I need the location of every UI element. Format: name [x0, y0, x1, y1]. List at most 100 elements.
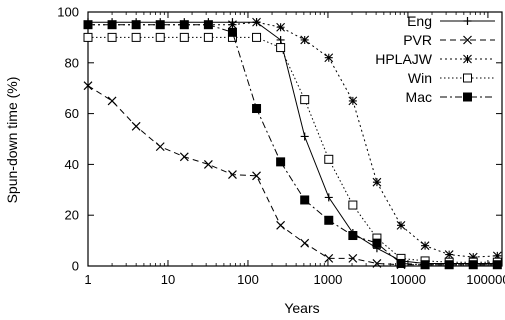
data-point-mac [83, 20, 93, 30]
legend-label-hplajw: HPLAJW [375, 51, 433, 67]
legend-label-eng: Eng [407, 13, 432, 29]
data-point-mac [324, 215, 334, 225]
x-tick-label: 1 [84, 272, 91, 287]
legend-item-hplajw: HPLAJW [375, 51, 495, 67]
legend-item-pvr: PVR [403, 32, 495, 48]
series-line-mac [88, 24, 498, 266]
legend-label-pvr: PVR [403, 32, 432, 48]
legend-item-mac: Mac [406, 89, 495, 105]
legend-label-win: Win [408, 70, 432, 86]
data-point-mac [131, 20, 141, 30]
data-point-hplajw [420, 241, 430, 251]
y-tick-label: 40 [65, 157, 79, 172]
data-point-win [348, 200, 358, 210]
data-point-mac [276, 157, 286, 167]
data-point-hplajw [372, 177, 382, 187]
series-line-hplajw [88, 21, 498, 258]
data-point-hplajw [444, 250, 454, 259]
data-point-mac [348, 231, 358, 241]
data-point-hplajw [396, 220, 406, 230]
axis-ticks: 0 20 40 60 80 100 1 10 100 1000 10000 100000 [57, 5, 505, 288]
data-point-pvr [252, 171, 261, 181]
data-point-eng [276, 35, 285, 44]
data-point-mac [372, 238, 382, 248]
data-point-win [203, 32, 213, 42]
data-point-win [179, 32, 189, 42]
x-tick-label: 10000 [390, 272, 426, 287]
data-point-pvr [228, 170, 237, 179]
legend-marker-win [463, 73, 472, 83]
x-tick-label: 1000 [313, 272, 342, 287]
data-point-pvr [300, 238, 310, 248]
data-point-hplajw [300, 35, 310, 45]
data-point-hplajw [252, 17, 261, 27]
y-tick-label: 0 [72, 259, 79, 274]
data-point-eng [324, 193, 333, 202]
series-mac [83, 20, 502, 270]
data-point-win [83, 32, 93, 42]
data-point-win [300, 95, 310, 105]
plot-border [87, 11, 503, 267]
data-point-hplajw [492, 251, 502, 261]
legend-marker-mac [463, 92, 472, 102]
legend-marker-eng [463, 17, 472, 25]
series-eng [84, 18, 502, 268]
x-tick-label: 100 [237, 272, 259, 287]
data-point-pvr [203, 159, 213, 169]
data-point-mac [203, 20, 213, 30]
y-axis-label: Spun-down time (%) [4, 77, 20, 204]
x-axis-label: Years [284, 300, 319, 316]
y-tick-label: 20 [65, 208, 79, 223]
data-point-mac [155, 20, 165, 30]
data-point-win [107, 32, 117, 42]
legend-item-eng: Eng [407, 13, 495, 29]
data-point-pvr [131, 121, 141, 131]
data-point-pvr [107, 96, 117, 106]
data-point-mac [107, 20, 117, 30]
data-point-mac [468, 260, 478, 270]
legend-label-mac: Mac [406, 89, 432, 105]
data-point-pvr [372, 259, 382, 268]
data-point-hplajw [228, 20, 237, 30]
plot-frame [87, 11, 503, 267]
data-point-win [276, 43, 286, 53]
legend: Eng PVR HPLAJW Win Mac [375, 13, 495, 105]
series-layer [83, 17, 502, 270]
legend-marker-pvr [463, 35, 472, 45]
data-point-pvr [155, 142, 165, 152]
data-point-hplajw [276, 22, 286, 32]
data-point-pvr [324, 253, 334, 263]
data-point-mac [227, 27, 237, 37]
data-point-mac [179, 20, 189, 30]
data-point-eng [300, 132, 309, 141]
series-line-win [88, 36, 498, 263]
legend-item-win: Win [408, 70, 495, 86]
data-point-pvr [83, 81, 93, 91]
data-point-pvr [276, 220, 286, 230]
data-point-mac [444, 260, 454, 270]
x-tick-label: 10 [161, 272, 175, 287]
data-point-win [324, 154, 334, 164]
data-point-mac [300, 195, 310, 205]
y-tick-label: 100 [57, 5, 79, 20]
data-point-mac [420, 260, 430, 270]
data-point-win [131, 32, 141, 42]
series-line-pvr [87, 85, 498, 266]
data-point-pvr [179, 152, 189, 162]
y-tick-label: 60 [65, 106, 79, 121]
data-point-win [155, 32, 165, 42]
y-tick-label: 80 [65, 55, 79, 70]
series-win [83, 32, 502, 267]
data-point-win [252, 32, 262, 42]
data-point-mac [396, 258, 406, 268]
data-point-mac [252, 104, 262, 114]
data-point-hplajw [324, 53, 334, 63]
series-pvr [83, 81, 502, 270]
data-point-mac [492, 260, 502, 270]
legend-marker-hplajw [463, 54, 472, 64]
x-tick-label: 100000 [466, 272, 505, 287]
data-point-pvr [348, 253, 358, 263]
data-point-hplajw [348, 96, 358, 106]
data-point-hplajw [468, 252, 478, 262]
